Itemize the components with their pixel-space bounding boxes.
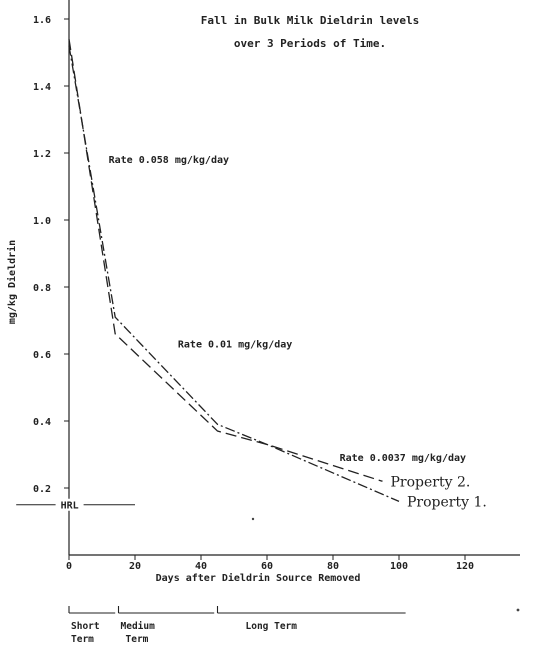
x-ticks: 0 20 40 60 80 100 120 <box>66 555 474 572</box>
y-tick-label: 0.8 <box>33 283 51 294</box>
x-tick-label: 120 <box>456 561 474 572</box>
hrl-label: HRL <box>61 500 79 511</box>
series-line-2 <box>68 38 383 482</box>
y-tick-label: 1.0 <box>33 216 51 227</box>
phase-label-2: Medium <box>121 621 156 632</box>
x-tick-label: 100 <box>390 561 408 572</box>
y-tick-label: 0.2 <box>33 484 51 495</box>
y-tick-label: 1.2 <box>33 149 51 160</box>
series-labels: Property 1. Property 2. <box>391 474 487 510</box>
series-line-1 <box>68 45 400 502</box>
hrl-label-bg <box>55 498 84 511</box>
series-label-1: Property 1. <box>407 494 487 510</box>
y-tick-label: 1.4 <box>33 82 51 93</box>
phase-label-1: Short <box>71 621 100 632</box>
y-ticks: 0.2 0.4 0.6 0.8 1.0 1.2 1.4 1.6 <box>33 15 69 495</box>
phase-label-2-line2: Term <box>126 634 149 645</box>
hrl-group: HRL <box>16 498 135 511</box>
chart-title-line1: Fall in Bulk Milk Dieldrin levels <box>201 14 420 27</box>
chart-title-line2: over 3 Periods of Time. <box>234 37 386 50</box>
series-lines <box>68 38 400 502</box>
x-tick-label: 40 <box>195 561 207 572</box>
rate-annotation-3: Rate 0.0037 mg/kg/day <box>340 453 466 464</box>
speck-mark <box>251 517 255 521</box>
x-tick-label: 80 <box>327 561 339 572</box>
series-label-2: Property 2. <box>391 474 471 490</box>
y-axis-label: mg/kg Dieldrin <box>6 240 18 324</box>
rate-annotation-1: Rate 0.058 mg/kg/day <box>109 155 229 166</box>
x-tick-label: 20 <box>129 561 141 572</box>
speck-mark <box>516 608 520 612</box>
rate-annotations: Rate 0.058 mg/kg/day Rate 0.01 mg/kg/day R… <box>109 155 466 464</box>
x-tick-label: 0 <box>66 561 72 572</box>
phase-timeline: Short Term Medium Term Long Term <box>68 606 406 645</box>
x-tick-label: 60 <box>261 561 273 572</box>
rate-annotation-2: Rate 0.01 mg/kg/day <box>178 339 292 350</box>
phase-label-1-line2: Term <box>71 634 94 645</box>
y-tick-label: 1.6 <box>33 15 51 26</box>
y-tick-label: 0.6 <box>33 350 51 361</box>
phase-label-3: Long Term <box>246 621 298 632</box>
y-tick-label: 0.4 <box>33 417 51 428</box>
x-axis-label: Days after Dieldrin Source Removed <box>156 572 361 584</box>
